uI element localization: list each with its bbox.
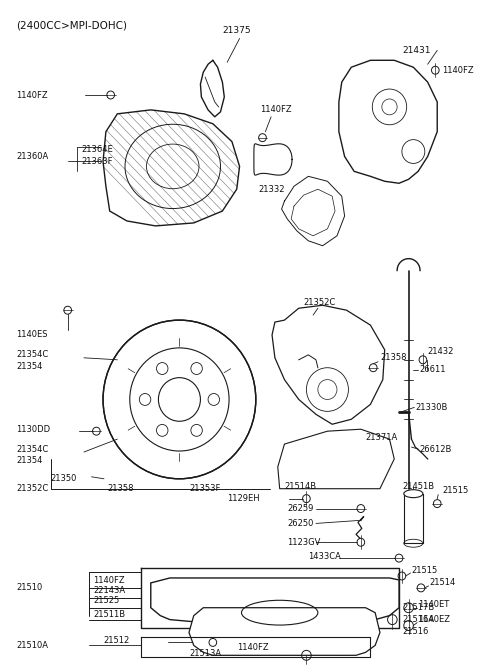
Text: 21352C: 21352C	[303, 298, 336, 307]
Text: 21516A: 21516A	[402, 615, 434, 624]
Text: 26259: 26259	[288, 504, 314, 513]
Text: 21330B: 21330B	[415, 403, 448, 412]
Text: 1140EZ: 1140EZ	[418, 615, 450, 624]
Text: 21353F: 21353F	[189, 484, 220, 493]
Text: 21432: 21432	[428, 347, 454, 357]
Text: 21358: 21358	[108, 484, 134, 493]
Text: 1129EH: 1129EH	[227, 494, 260, 503]
Polygon shape	[339, 60, 437, 183]
Polygon shape	[151, 578, 399, 623]
Text: 1140ES: 1140ES	[16, 330, 48, 339]
Text: 1140FZ: 1140FZ	[16, 90, 48, 100]
Text: 1140FZ: 1140FZ	[442, 66, 474, 75]
Text: 26611: 26611	[419, 365, 445, 374]
Text: 21354C: 21354C	[16, 444, 48, 454]
Text: 21513A: 21513A	[189, 649, 221, 658]
Text: 26250: 26250	[288, 519, 314, 528]
Text: 21363F: 21363F	[81, 157, 113, 166]
Text: 21512: 21512	[103, 636, 129, 645]
Text: 21511B: 21511B	[94, 610, 126, 619]
Text: 26612B: 26612B	[419, 444, 452, 454]
Polygon shape	[272, 305, 384, 424]
Text: 1140FZ: 1140FZ	[261, 106, 292, 114]
Text: 1433CA: 1433CA	[308, 552, 341, 561]
Text: 1140ET: 1140ET	[418, 600, 449, 609]
Text: 21510A: 21510A	[16, 641, 48, 650]
Text: 21514: 21514	[430, 579, 456, 587]
Text: 21451B: 21451B	[402, 482, 434, 491]
Text: 21332: 21332	[259, 185, 285, 194]
Text: 21354: 21354	[16, 362, 43, 371]
Polygon shape	[141, 568, 399, 628]
Polygon shape	[189, 607, 380, 656]
Text: 21371A: 21371A	[366, 433, 398, 442]
Text: 21514B: 21514B	[285, 482, 317, 491]
Text: 21352C: 21352C	[16, 484, 48, 493]
Text: 1140FZ: 1140FZ	[94, 577, 125, 585]
Text: 21517B: 21517B	[402, 603, 434, 612]
Text: 21354: 21354	[16, 456, 43, 466]
Text: 22143A: 22143A	[94, 586, 126, 595]
Text: 21515: 21515	[442, 486, 468, 495]
Text: 21360A: 21360A	[16, 152, 48, 161]
Text: 21525: 21525	[94, 596, 120, 605]
Text: 21358: 21358	[380, 353, 407, 363]
Text: 21515: 21515	[411, 565, 438, 575]
Text: 21510: 21510	[16, 583, 42, 592]
Text: (2400CC>MPI-DOHC): (2400CC>MPI-DOHC)	[16, 21, 127, 31]
Circle shape	[103, 320, 256, 479]
Text: 1140FZ: 1140FZ	[237, 643, 268, 652]
Polygon shape	[404, 494, 423, 543]
Polygon shape	[278, 429, 394, 489]
Text: 1130DD: 1130DD	[16, 425, 50, 434]
Text: 21375: 21375	[222, 26, 251, 35]
Text: 21516: 21516	[402, 627, 428, 636]
Text: 21364E: 21364E	[81, 145, 113, 154]
Text: 21350: 21350	[50, 474, 77, 483]
Text: 21354C: 21354C	[16, 351, 48, 359]
Text: 1123GV: 1123GV	[288, 538, 321, 547]
Polygon shape	[103, 110, 240, 226]
Ellipse shape	[404, 490, 423, 498]
Text: 21431: 21431	[402, 46, 431, 55]
